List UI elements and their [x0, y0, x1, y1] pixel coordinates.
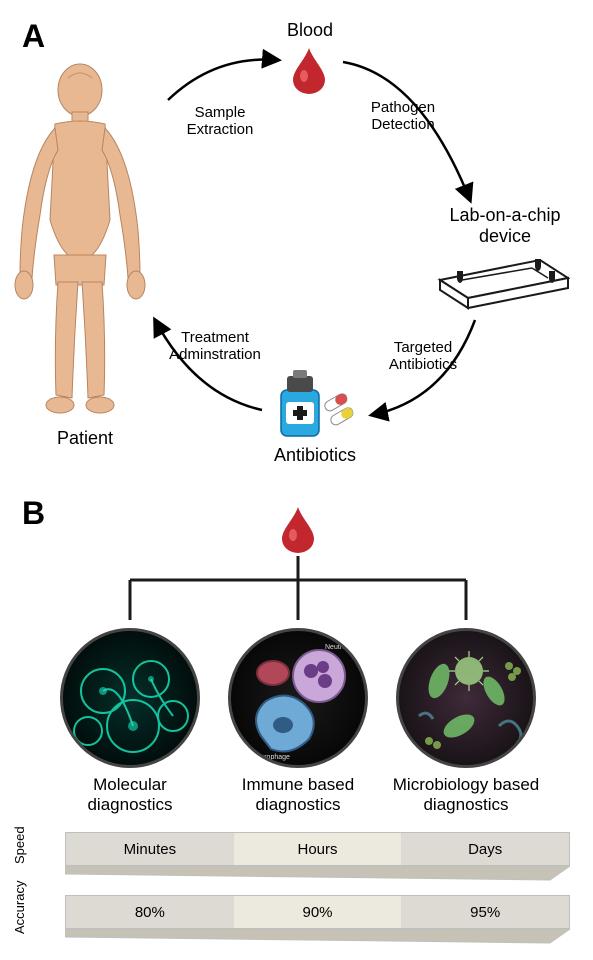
speed-seg-2: Days — [401, 833, 569, 865]
molecular-circle-icon — [60, 628, 200, 768]
patient-icon — [10, 60, 150, 420]
edge-sample-extraction: Sample Extraction — [175, 105, 265, 138]
blood-title: Blood — [275, 20, 345, 41]
edge-targeted-antibiotics: Targeted Antibiotics — [378, 340, 468, 373]
svg-text:Neutrophil: Neutrophil — [325, 644, 357, 651]
svg-text:Macrophage: Macrophage — [251, 754, 290, 761]
cat-microbio-label: Microbiology based diagnostics — [386, 775, 546, 814]
lab-on-chip-icon — [420, 250, 570, 330]
blood-drop-icon — [291, 46, 327, 94]
antibiotics-label: Antibiotics — [260, 445, 370, 466]
blood-drop-b-icon — [280, 505, 316, 553]
edge-treatment-administration: Treatment Adminstration — [160, 330, 270, 363]
speed-axis-label: Speed — [12, 826, 27, 864]
patient-label: Patient — [40, 428, 130, 449]
accuracy-axis-label: Accuracy — [12, 881, 27, 934]
panel-a-label: A — [22, 18, 45, 55]
panel-b-label: B — [22, 495, 45, 532]
cat-molecular-label: Molecular diagnostics — [50, 775, 210, 814]
antibiotics-icon — [273, 370, 363, 440]
edge-pathogen-detection: Pathogen Detection — [358, 100, 448, 133]
immune-circle-icon: Neutrophil Macrophage — [228, 628, 368, 768]
acc-seg-2: 95% — [401, 896, 569, 928]
figure-root: A — [0, 0, 593, 960]
speed-seg-0: Minutes — [66, 833, 234, 865]
microbio-circle-icon — [396, 628, 536, 768]
speed-seg-1: Hours — [234, 833, 402, 865]
acc-seg-0: 80% — [66, 896, 234, 928]
cat-immune-label: Immune based diagnostics — [218, 775, 378, 814]
acc-seg-1: 90% — [234, 896, 402, 928]
device-label: Lab-on-a-chip device — [430, 205, 580, 247]
